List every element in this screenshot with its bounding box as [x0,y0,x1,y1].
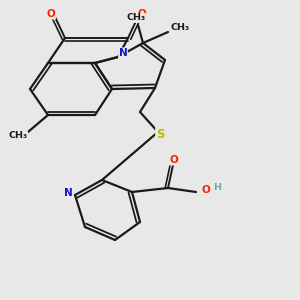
Text: O: O [138,9,146,19]
Text: CH₃: CH₃ [126,14,146,22]
Text: CH₃: CH₃ [8,131,28,140]
Text: O: O [169,155,178,165]
Text: O: O [202,185,211,195]
Text: N: N [64,188,72,198]
Text: O: O [46,9,56,19]
Text: H: H [213,184,221,193]
Text: CH₃: CH₃ [170,22,190,32]
Text: S: S [156,128,164,140]
Text: N: N [118,48,127,58]
